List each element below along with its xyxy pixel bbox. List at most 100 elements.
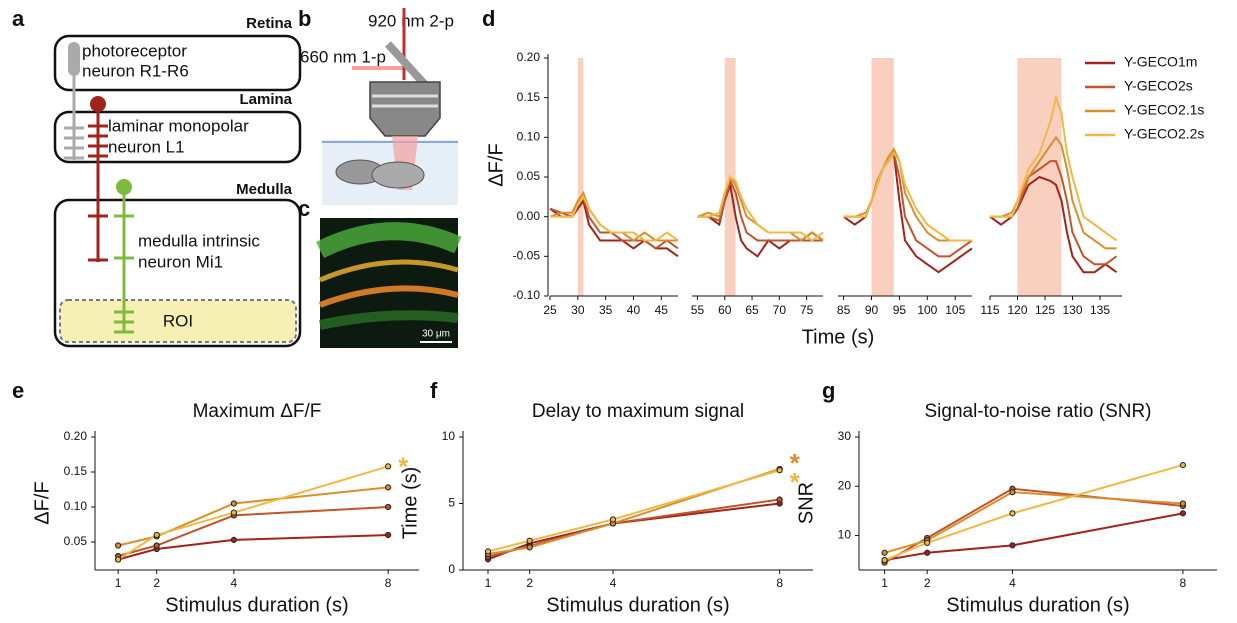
x-tick-label: 65 bbox=[745, 303, 759, 317]
trace bbox=[990, 94, 1118, 242]
mirror bbox=[385, 41, 431, 91]
trace bbox=[549, 198, 679, 258]
neuron-label: laminar monopolar bbox=[108, 116, 249, 135]
point bbox=[526, 544, 533, 551]
neuron-label: neuron R1-R6 bbox=[82, 61, 189, 80]
x-tick-label: 35 bbox=[599, 303, 613, 317]
point bbox=[115, 542, 122, 549]
x-tick-label: 45 bbox=[655, 303, 669, 317]
trace bbox=[843, 147, 972, 242]
point bbox=[1009, 489, 1016, 496]
point bbox=[115, 556, 122, 563]
y-tick-label: 20 bbox=[838, 478, 852, 492]
series-line bbox=[487, 469, 780, 553]
y-tick-label: 30 bbox=[838, 429, 852, 443]
series-line bbox=[117, 506, 389, 557]
legend-label: Y-GECO2.1s bbox=[1124, 102, 1204, 118]
trace bbox=[843, 151, 972, 242]
laser-label: 920 nm 2-p bbox=[368, 11, 454, 30]
x-tick-label: 60 bbox=[718, 303, 732, 317]
panel-label: b bbox=[298, 6, 311, 31]
point bbox=[385, 503, 392, 511]
panel-label: d bbox=[482, 6, 495, 31]
series-line bbox=[117, 486, 389, 547]
x-tick-label: 135 bbox=[1090, 303, 1110, 317]
point bbox=[385, 531, 392, 539]
x-tick-label: 75 bbox=[800, 303, 814, 317]
region-label: Retina bbox=[246, 15, 293, 32]
stimulus-band bbox=[871, 58, 894, 296]
trace bbox=[697, 174, 824, 242]
x-axis-label: Stimulus duration (s) bbox=[946, 594, 1129, 616]
region-label: Medulla bbox=[236, 181, 292, 198]
series-line bbox=[487, 467, 780, 556]
x-axis-label: Stimulus duration (s) bbox=[165, 594, 348, 616]
panel-label: e bbox=[12, 378, 24, 403]
x-tick-label: 4 bbox=[1009, 576, 1016, 590]
photoreceptor-neuron bbox=[64, 42, 84, 160]
retina-box bbox=[53, 34, 302, 92]
point bbox=[1179, 500, 1187, 507]
x-tick-label: 2 bbox=[526, 576, 533, 590]
series-line bbox=[884, 512, 1184, 562]
y-tick-label: -0.10 bbox=[513, 288, 541, 302]
x-tick-label: 85 bbox=[837, 303, 851, 317]
point bbox=[526, 537, 533, 544]
diagram-a: Retina photoreceptor neuron R1-R6 Lamina… bbox=[53, 15, 302, 348]
point bbox=[153, 542, 160, 549]
point bbox=[1009, 510, 1016, 517]
x-tick-label: 1 bbox=[115, 576, 122, 590]
point bbox=[776, 496, 783, 503]
point bbox=[881, 549, 888, 556]
x-tick-label: 100 bbox=[917, 303, 937, 317]
x-tick-label: 8 bbox=[385, 576, 392, 590]
chart-title: Signal-to-noise ratio (SNR) bbox=[924, 401, 1151, 422]
lamina-neuron bbox=[88, 96, 108, 262]
x-tick-label: 125 bbox=[1035, 303, 1055, 317]
x-tick-label: 90 bbox=[865, 303, 879, 317]
trace bbox=[697, 175, 824, 242]
series-line bbox=[487, 502, 780, 561]
x-tick-label: 8 bbox=[776, 576, 783, 590]
annotation: * bbox=[790, 467, 801, 497]
legend-label: Y-GECO1m bbox=[1124, 54, 1197, 70]
series-line bbox=[117, 534, 389, 561]
point bbox=[776, 467, 783, 474]
x-tick-label: 55 bbox=[691, 303, 705, 317]
annotation: * bbox=[398, 451, 409, 481]
x-tick-label: 115 bbox=[980, 303, 999, 317]
point bbox=[230, 509, 237, 516]
lamina-box bbox=[53, 110, 302, 164]
point bbox=[1179, 510, 1187, 517]
scale-label: 30 μm bbox=[422, 329, 450, 340]
y-tick-label: 5 bbox=[448, 496, 455, 510]
point bbox=[924, 539, 931, 547]
x-axis-label: Time (s) bbox=[802, 326, 875, 348]
x-tick-label: 4 bbox=[610, 576, 617, 590]
point bbox=[1009, 542, 1016, 549]
x-tick-label: 2 bbox=[924, 576, 931, 590]
y-tick-label: 0.15 bbox=[64, 464, 88, 478]
x-tick-label: 120 bbox=[1007, 303, 1027, 317]
x-tick-label: 1 bbox=[881, 576, 888, 590]
y-tick-label: 0.20 bbox=[517, 50, 541, 64]
x-tick-label: 2 bbox=[153, 576, 160, 590]
point bbox=[924, 549, 931, 556]
y-tick-label: 0.10 bbox=[64, 499, 88, 513]
y-tick-label: 0.05 bbox=[64, 534, 88, 548]
point bbox=[230, 536, 237, 544]
panel-label: g bbox=[822, 378, 835, 403]
x-tick-label: 105 bbox=[945, 303, 965, 317]
neuron-label: neuron Mi1 bbox=[138, 252, 223, 271]
medulla-neuron bbox=[114, 179, 134, 334]
objective bbox=[369, 81, 441, 137]
y-axis-label: SNR bbox=[795, 482, 817, 524]
stimulus-band bbox=[577, 58, 584, 296]
x-tick-label: 70 bbox=[773, 303, 787, 317]
y-tick-label: 0 bbox=[448, 562, 455, 576]
point bbox=[609, 516, 617, 523]
point bbox=[1179, 461, 1187, 469]
y-tick-label: -0.05 bbox=[513, 249, 541, 263]
y-tick-label: 0.00 bbox=[517, 209, 541, 223]
x-tick-label: 130 bbox=[1062, 303, 1082, 317]
